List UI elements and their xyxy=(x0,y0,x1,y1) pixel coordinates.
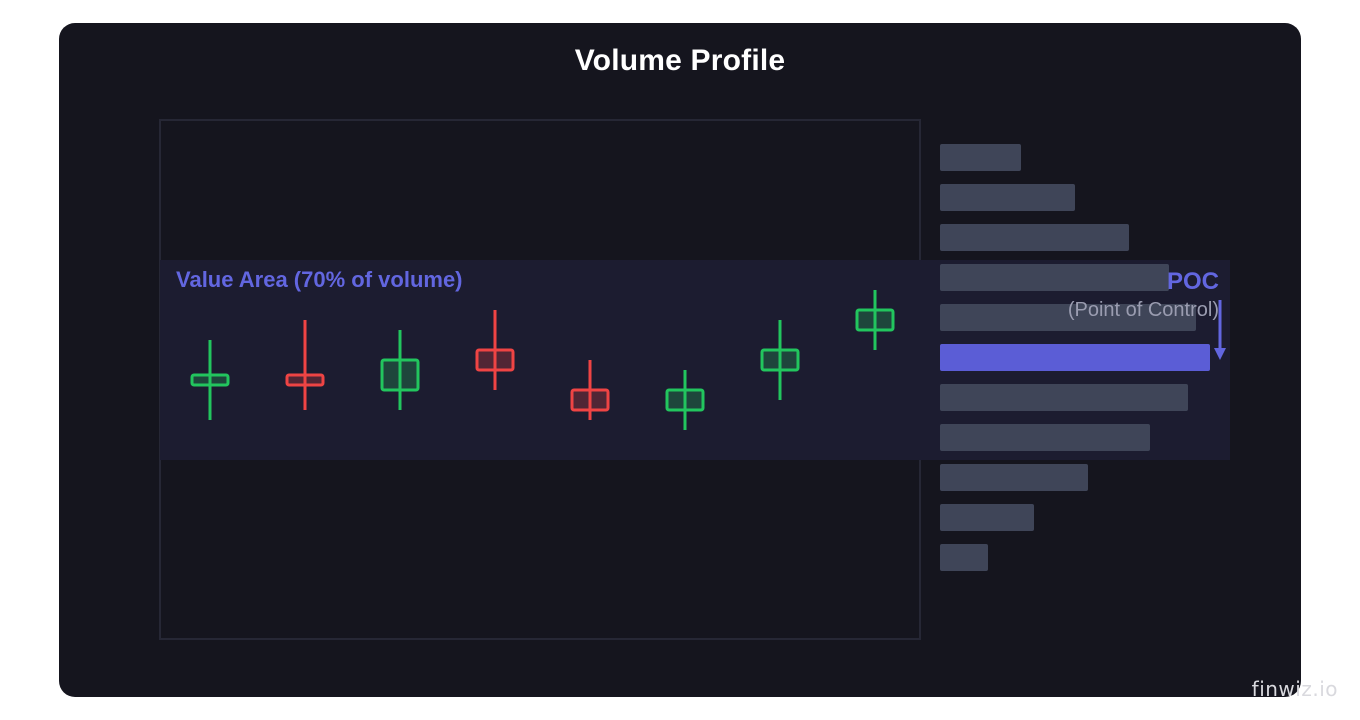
candle xyxy=(570,360,610,420)
poc-sublabel: (Point of Control) xyxy=(1068,299,1219,321)
volume-bar xyxy=(940,464,1088,491)
poc-arrow-icon xyxy=(1214,300,1226,360)
watermark: finwiz.io xyxy=(1251,677,1338,701)
volume-profile-bars xyxy=(940,144,1210,571)
candle-body xyxy=(760,348,800,372)
volume-bar xyxy=(940,264,1169,291)
poc-label: POC xyxy=(1167,268,1219,295)
candle xyxy=(665,370,705,430)
value-area-label: Value Area (70% of volume) xyxy=(176,267,463,292)
page-title: Volume Profile xyxy=(574,44,786,77)
volume-bar xyxy=(940,144,1021,171)
volume-bar xyxy=(940,504,1034,531)
candle xyxy=(285,320,325,410)
candle-body xyxy=(380,358,420,392)
candle-body xyxy=(665,388,705,412)
volume-bar xyxy=(940,384,1188,411)
volume-bar xyxy=(940,224,1129,251)
candle xyxy=(475,310,515,390)
volume-bar xyxy=(940,424,1150,451)
candle-body xyxy=(570,388,610,412)
candle xyxy=(855,290,895,350)
candle xyxy=(380,330,420,410)
poc-volume-bar xyxy=(940,344,1210,371)
volume-bar xyxy=(940,544,988,571)
candle xyxy=(190,340,230,420)
candle xyxy=(760,320,800,400)
volume-bar xyxy=(940,304,1196,331)
candlesticks xyxy=(190,290,895,430)
candle-body xyxy=(475,348,515,372)
candle-body xyxy=(855,308,895,332)
candle-body xyxy=(285,373,325,387)
volume-bar xyxy=(940,184,1075,211)
candle-body xyxy=(190,373,230,387)
